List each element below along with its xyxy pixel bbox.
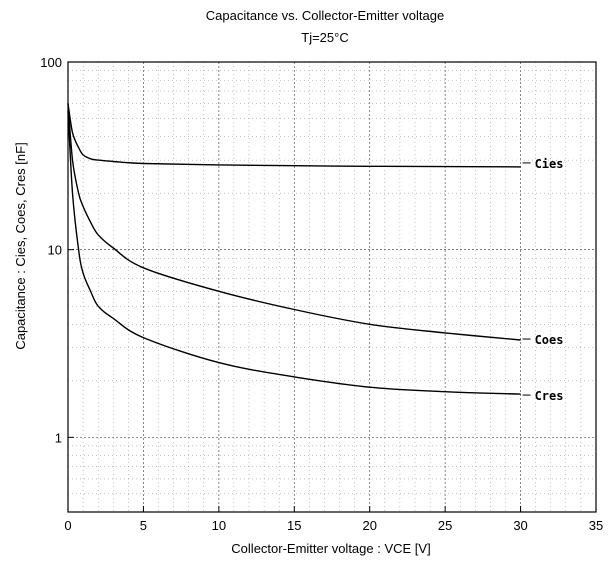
- y-axis-label: Capacitance : Cies, Coes, Cres [nF]: [13, 142, 28, 349]
- grid-layer: [68, 62, 596, 512]
- series-label-coes: Coes: [535, 333, 564, 347]
- tick-layer: 0 5 10 15 20 25 30 35 1 10 100: [40, 55, 603, 533]
- x-tick-label: 20: [362, 518, 376, 533]
- series-label-cies: Cies: [535, 157, 564, 171]
- chart-title: Capacitance vs. Collector-Emitter voltag…: [206, 8, 444, 23]
- x-tick-label: 25: [438, 518, 452, 533]
- curve-layer: [67, 103, 521, 395]
- y-tick-label: 10: [48, 243, 62, 258]
- y-tick-label: 1: [55, 430, 62, 445]
- series-label-layer: Cies Coes Cres: [522, 157, 564, 403]
- x-tick-label: 35: [589, 518, 603, 533]
- x-tick-label: 15: [287, 518, 301, 533]
- plot-frame: [67, 61, 597, 513]
- x-axis-label: Collector-Emitter voltage : VCE [V]: [231, 541, 430, 556]
- x-tick-label: 5: [140, 518, 147, 533]
- series-label-cres: Cres: [535, 389, 564, 403]
- series-line-cres: [67, 110, 521, 395]
- series-line-cies: [67, 103, 521, 168]
- chart-subtitle: Tj=25°C: [301, 30, 348, 45]
- x-tick-label: 0: [64, 518, 71, 533]
- x-tick-label: 30: [513, 518, 527, 533]
- series-line-coes: [67, 103, 521, 341]
- y-tick-label: 100: [40, 55, 62, 70]
- x-tick-label: 10: [212, 518, 226, 533]
